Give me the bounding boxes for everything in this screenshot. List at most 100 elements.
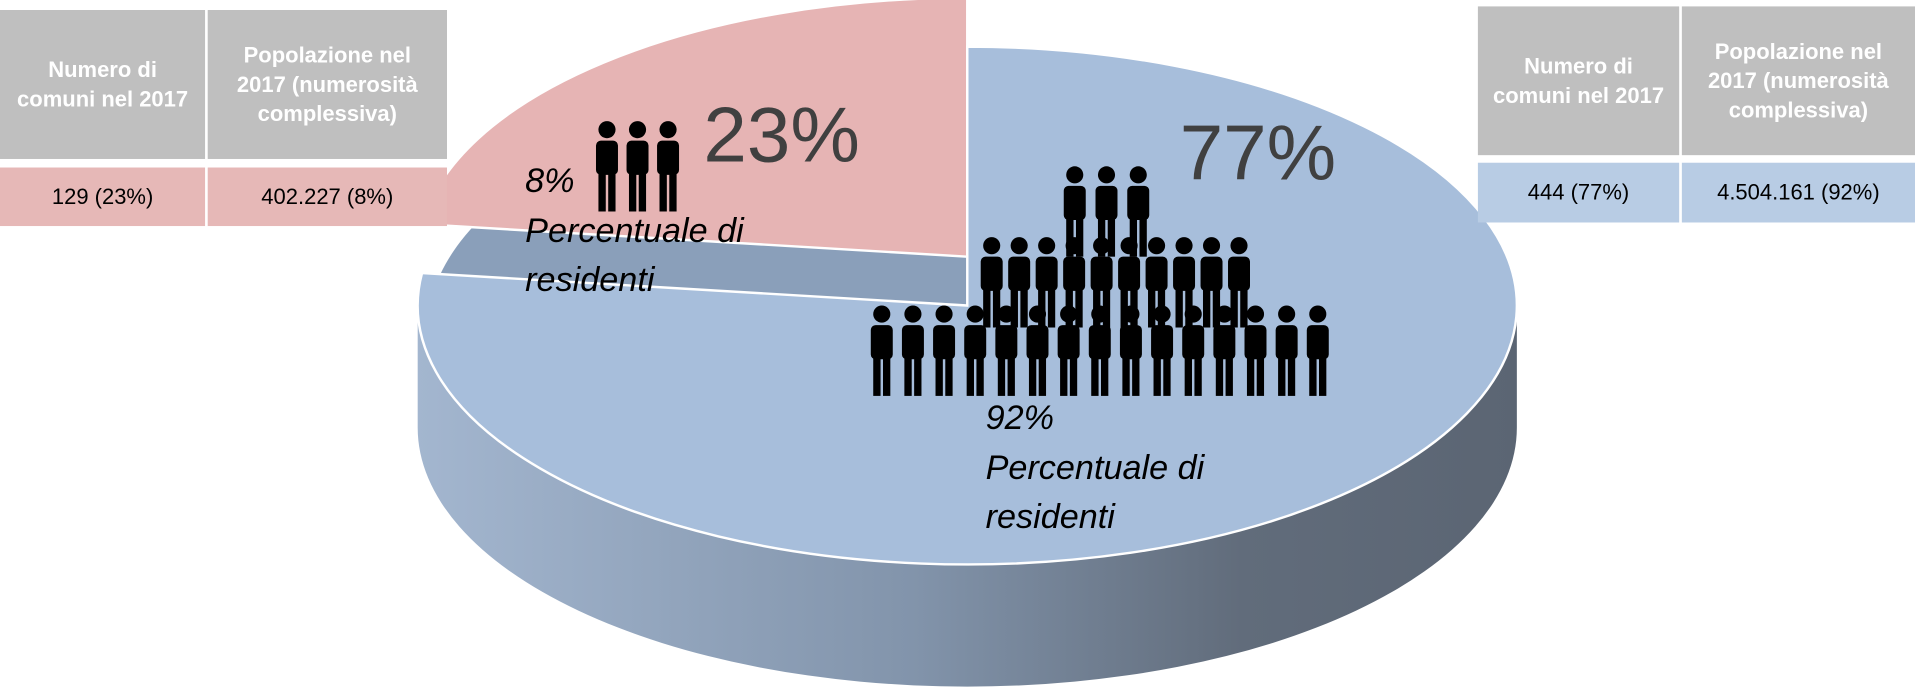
person-icon [1182, 325, 1205, 360]
person-icon [1278, 353, 1286, 396]
person-icon [870, 325, 893, 360]
person-icon [997, 305, 1015, 323]
annotation: 8% Percentuale di residenti [525, 157, 806, 306]
person-icon [659, 168, 667, 212]
person-icon [1228, 256, 1251, 291]
person-icon [883, 353, 891, 396]
person-icon [914, 353, 922, 396]
person-icon [1309, 305, 1327, 323]
person-icon [873, 353, 881, 396]
person-icon [1066, 166, 1084, 184]
person-icon [1246, 305, 1265, 323]
person-icon [1038, 284, 1046, 328]
person-icon [1287, 353, 1296, 396]
person-icon [628, 168, 637, 212]
table-cell: 129 (23%) [0, 167, 206, 227]
person-icon [1028, 353, 1037, 396]
person-icon [1212, 284, 1221, 328]
person-icon [1173, 256, 1196, 291]
person-icon [1038, 353, 1047, 396]
person-icon [1246, 353, 1255, 396]
person-icon [1148, 284, 1156, 328]
person-icon [1010, 284, 1018, 328]
person-icon [873, 305, 891, 323]
person-icon [638, 168, 647, 212]
person-icon [1066, 213, 1074, 257]
person-icon [901, 325, 924, 360]
person-icon [1060, 353, 1068, 396]
person-icon [595, 140, 618, 175]
person-icon [1120, 237, 1138, 255]
person-icon [626, 140, 649, 175]
annotation-value: 8% [525, 161, 575, 200]
person-icon [1120, 284, 1128, 328]
person-icon [904, 305, 922, 323]
person-icon [659, 121, 677, 139]
table-header: Popolazione nel 2017 (numerosità comples… [207, 9, 447, 159]
person-icon [1065, 237, 1083, 255]
person-icon [1097, 166, 1116, 184]
person-icon [935, 353, 943, 396]
person-icon [1275, 325, 1298, 360]
person-icon [1163, 353, 1171, 396]
person-icon [1153, 353, 1161, 396]
person-icon [1175, 237, 1193, 255]
person-icon [598, 168, 606, 212]
person-icon [1119, 325, 1142, 360]
person-icon [1020, 284, 1028, 328]
person-icon [1145, 256, 1168, 291]
person-icon [1057, 325, 1080, 360]
table-cell: 444 (77%) [1477, 162, 1680, 223]
person-icon [964, 325, 987, 360]
person-icon [1256, 353, 1265, 396]
person-icon [1319, 353, 1327, 396]
person-icon [1230, 284, 1238, 328]
person-icon [1184, 305, 1202, 323]
annotation-label: Percentuale di residenti [525, 210, 744, 299]
person-icon [608, 168, 616, 212]
person-icon [1309, 353, 1317, 396]
person-icon [1202, 237, 1221, 255]
person-icon [1060, 305, 1078, 323]
table-cell: 4.504.161 (92%) [1681, 162, 1915, 223]
person-icon [1148, 237, 1166, 255]
person-icon [657, 140, 680, 175]
person-icon [1215, 353, 1224, 396]
person-icon [628, 121, 647, 139]
pie-slice [416, 45, 1518, 566]
person-icon [933, 325, 956, 360]
person-icon [1153, 305, 1171, 323]
person-icon [1090, 256, 1113, 291]
person-icon [945, 353, 953, 396]
person-icon [1010, 237, 1028, 255]
person-icon [1230, 237, 1248, 255]
person-icon [1102, 284, 1111, 328]
annotation: 92% Percentuale di residenti [986, 393, 1267, 542]
person-icon [966, 305, 984, 323]
value-label: 77% [1180, 109, 1336, 197]
person-icon [1175, 284, 1183, 328]
person-icon [1202, 284, 1211, 328]
person-icon [1091, 305, 1109, 323]
person-icon [1063, 256, 1086, 291]
person-icon [1213, 325, 1236, 360]
person-icon [1244, 325, 1267, 360]
person-icon [1107, 213, 1116, 257]
person-icon [1095, 185, 1118, 221]
person-icon [980, 256, 1003, 291]
person-icon [997, 353, 1006, 396]
person-icon [1139, 213, 1147, 257]
person-icon [1091, 353, 1099, 396]
person-icon [1122, 353, 1130, 396]
person-icon [1129, 213, 1138, 257]
pie: 23% 77% [416, 0, 1518, 687]
person-icon [1088, 325, 1111, 360]
person-icon [1151, 325, 1174, 360]
table-header: Numero di comuni nel 2017 [1477, 6, 1680, 156]
person-icon [935, 305, 953, 323]
person-icon [669, 168, 677, 212]
person-icon [1184, 353, 1192, 396]
person-icon [1129, 166, 1147, 184]
person-icon [966, 353, 974, 396]
person-icon [983, 284, 991, 328]
